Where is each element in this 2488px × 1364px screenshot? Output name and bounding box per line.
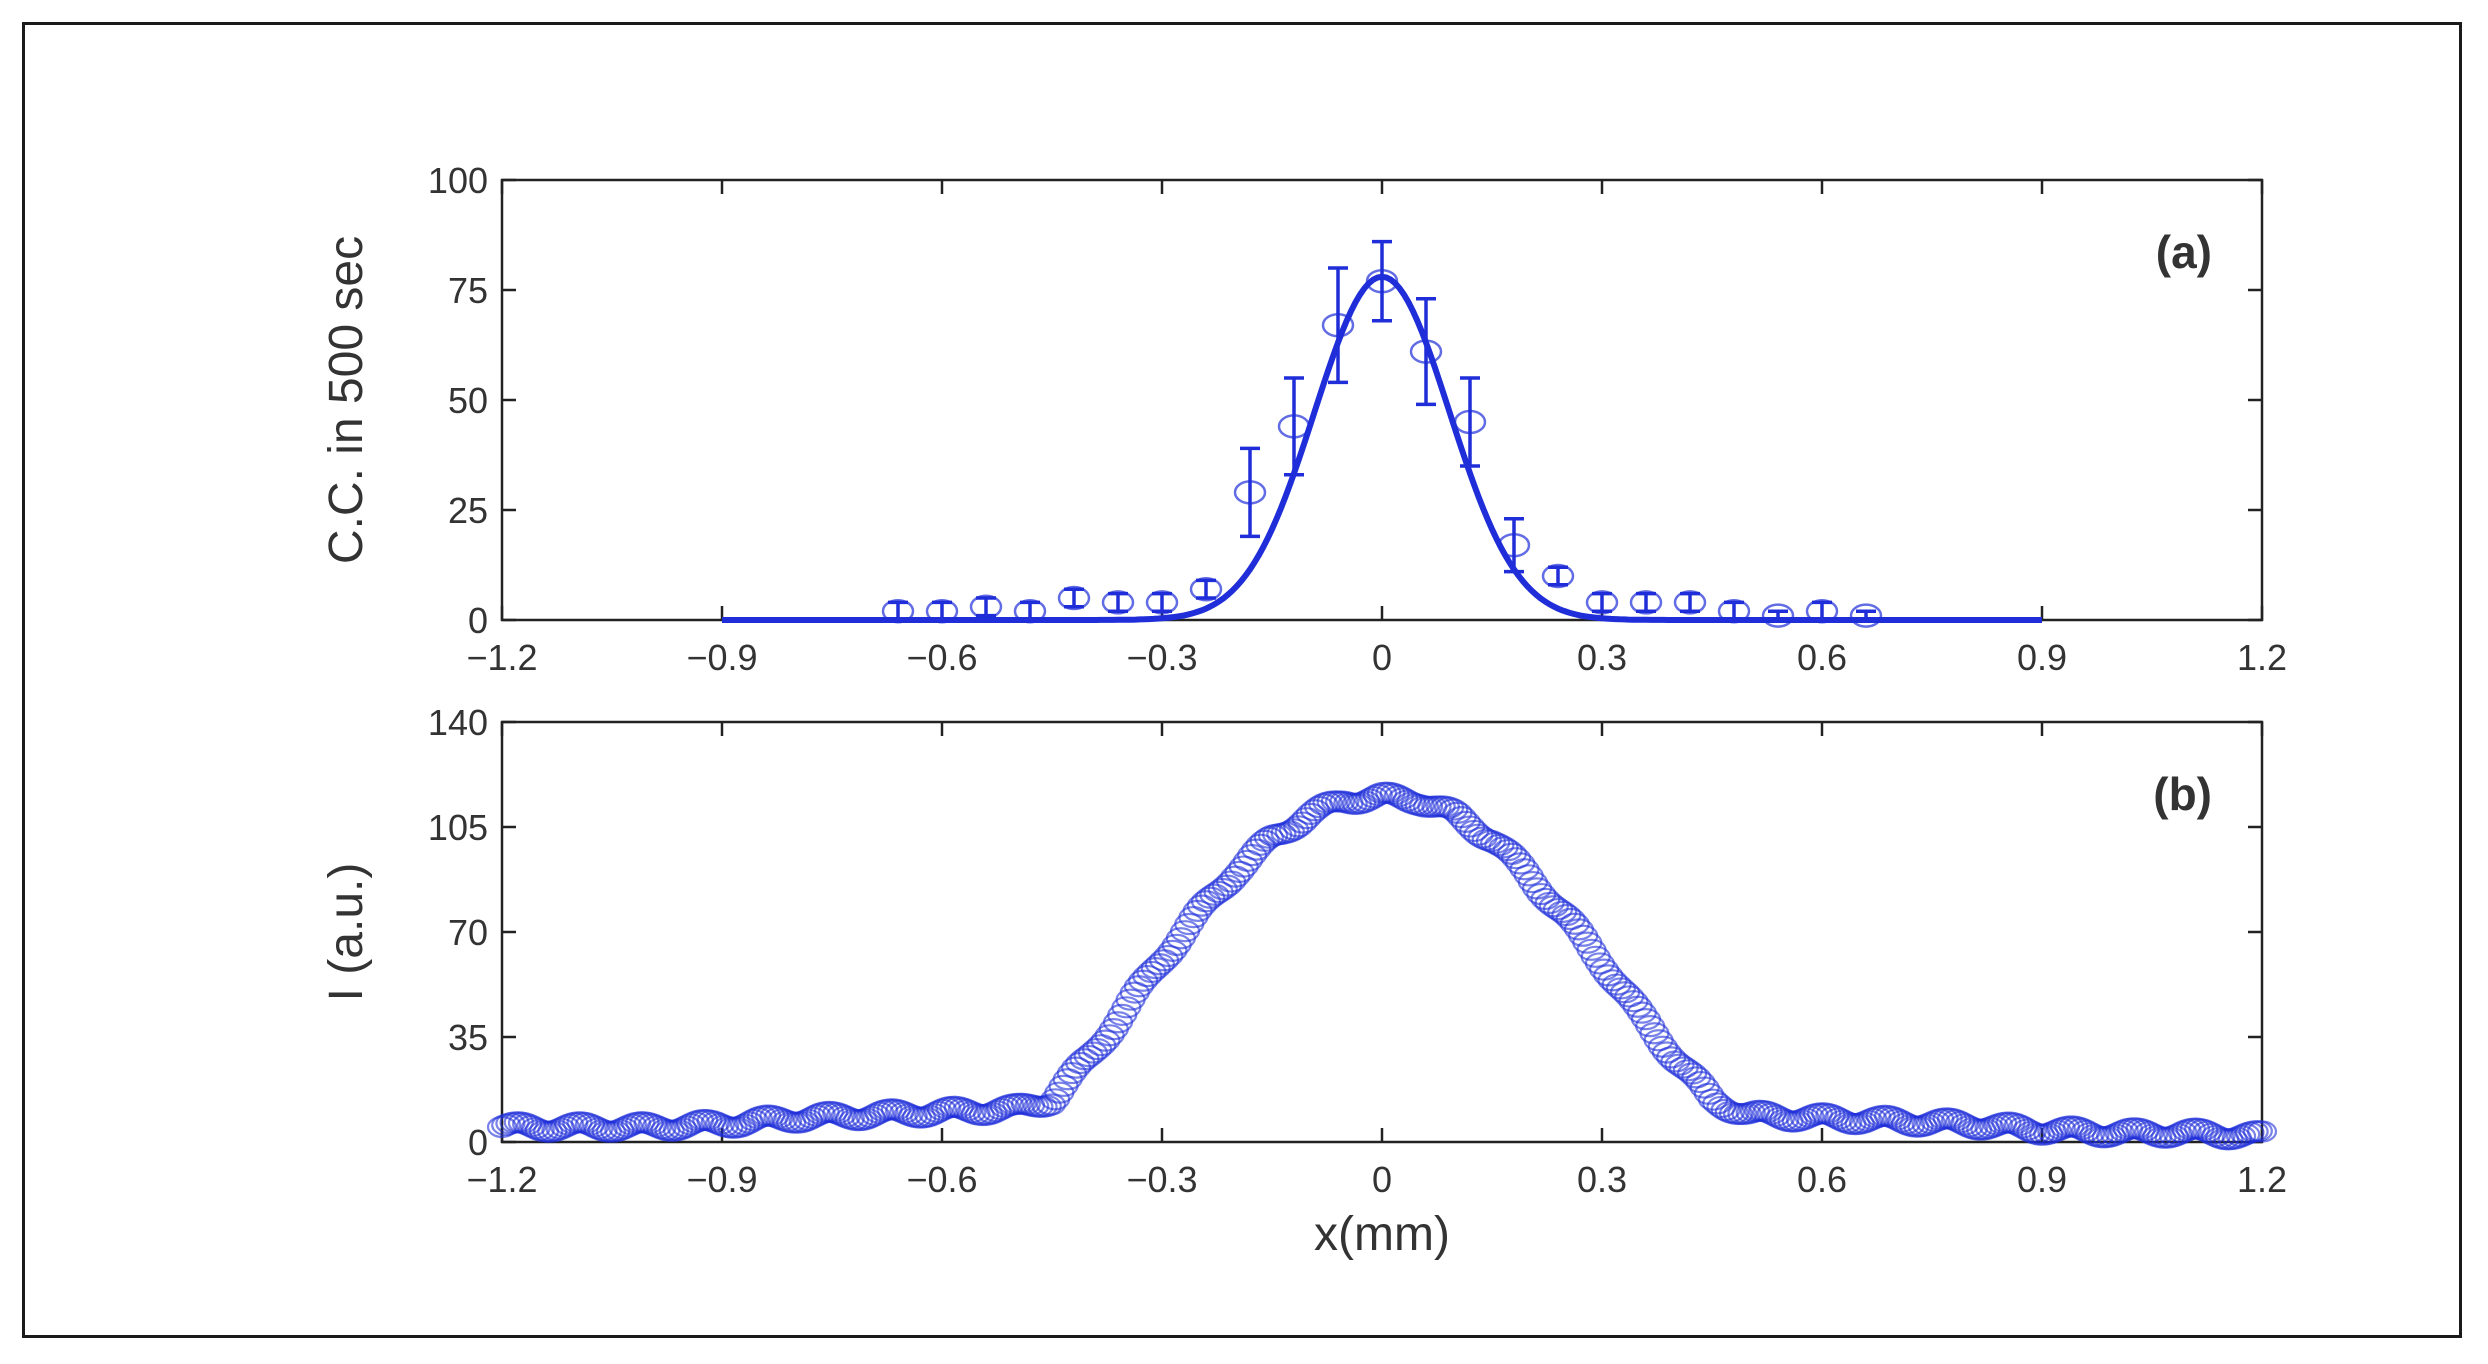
y-tick-label: 70 bbox=[448, 912, 488, 953]
data-point bbox=[1101, 590, 1135, 615]
panel-b: −1.2 −0.9 −0.6 −0.3 0 0.3 0.6 0.9 1.2 0 35 70 105 140… bbox=[320, 702, 2287, 1261]
y-tick-label: 105 bbox=[428, 807, 488, 848]
data-point bbox=[1090, 1029, 1121, 1052]
data-point bbox=[1618, 990, 1649, 1013]
data-point bbox=[1673, 590, 1707, 615]
data-point bbox=[1849, 603, 1883, 628]
data-point bbox=[1497, 532, 1531, 558]
y-tick-label: 35 bbox=[448, 1017, 488, 1058]
x-axis-title: x(mm) bbox=[1314, 1208, 1450, 1261]
data-point bbox=[1233, 480, 1267, 505]
data-point bbox=[925, 598, 959, 624]
panel-label: (b) bbox=[2153, 768, 2212, 820]
data-point bbox=[2246, 1120, 2278, 1143]
data-point bbox=[1547, 900, 1578, 924]
y-tick-label: 0 bbox=[468, 600, 488, 641]
x-tick-label: 0.9 bbox=[2017, 1159, 2067, 1200]
data-point bbox=[1601, 973, 1632, 996]
data-point bbox=[1277, 414, 1311, 439]
data-point bbox=[1559, 912, 1590, 935]
x-tick-label: 0.3 bbox=[1577, 1159, 1627, 1200]
data-point bbox=[1195, 886, 1226, 909]
x-tick-label: −0.6 bbox=[906, 1159, 977, 1200]
x-tick-label: 0.6 bbox=[1797, 1159, 1847, 1200]
data-point bbox=[1409, 339, 1443, 364]
y-tick-label: 75 bbox=[448, 270, 488, 311]
panel-label: (a) bbox=[2156, 226, 2212, 278]
data-point bbox=[1672, 1059, 1704, 1082]
y-axis-title: C.C. in 500 sec bbox=[320, 236, 373, 564]
x-tick-label: 0 bbox=[1372, 1159, 1392, 1200]
data-point bbox=[969, 594, 1003, 620]
data-point bbox=[1136, 960, 1167, 984]
x-tick-label: 0.3 bbox=[1577, 637, 1627, 678]
x-tick-label: −0.9 bbox=[686, 637, 757, 678]
y-tick-label: 50 bbox=[448, 380, 488, 421]
x-tick-label: −0.3 bbox=[1126, 1159, 1197, 1200]
x-tick-label: 0.9 bbox=[2017, 637, 2067, 678]
data-point bbox=[1145, 590, 1179, 615]
x-tick-label: −1.2 bbox=[466, 637, 537, 678]
fit-curve bbox=[722, 273, 2042, 623]
data-point bbox=[1291, 807, 1322, 830]
data-point bbox=[1585, 590, 1619, 615]
data-point bbox=[1629, 590, 1663, 615]
data-point bbox=[1453, 409, 1487, 435]
y-tick-label: 140 bbox=[428, 702, 488, 743]
data-point bbox=[1153, 944, 1184, 968]
y-tick-label: 100 bbox=[428, 160, 488, 201]
data-point bbox=[1278, 818, 1310, 841]
data-point bbox=[1500, 847, 1532, 870]
x-tick-label: −0.3 bbox=[1126, 637, 1197, 678]
data-point bbox=[1484, 833, 1515, 857]
data-point bbox=[1365, 268, 1399, 294]
data-point bbox=[1013, 598, 1047, 624]
data-point bbox=[1228, 855, 1259, 878]
data-point bbox=[1321, 312, 1355, 338]
y-tick-label: 25 bbox=[448, 490, 488, 531]
x-tick-label: 1.2 bbox=[2237, 637, 2287, 678]
data-point bbox=[1541, 563, 1575, 589]
data-point bbox=[1717, 598, 1751, 624]
x-tick-label: −0.6 bbox=[906, 637, 977, 678]
data-point bbox=[1035, 1093, 1067, 1116]
x-tick-label: −1.2 bbox=[466, 1159, 537, 1200]
data-point bbox=[1224, 860, 1255, 884]
data-point bbox=[881, 598, 915, 624]
data-point bbox=[1660, 1050, 1691, 1073]
data-point bbox=[1805, 598, 1839, 624]
panel-a: −1.2 −0.9 −0.6 −0.3 0 0.3 0.6 0.9 1.2 0 25 50 75 100 C… bbox=[320, 160, 2287, 678]
x-tick-label: 0.6 bbox=[1797, 637, 1847, 678]
data-point bbox=[1077, 1041, 1108, 1064]
data-point bbox=[1189, 576, 1223, 602]
y-axis-title: I (a.u.) bbox=[320, 863, 373, 1002]
data-point bbox=[1132, 964, 1163, 988]
x-tick-label: 1.2 bbox=[2237, 1159, 2287, 1200]
x-tick-label: −0.9 bbox=[686, 1159, 757, 1200]
data-point bbox=[1685, 1070, 1716, 1094]
y-tick-label: 0 bbox=[468, 1122, 488, 1163]
x-tick-label: 0 bbox=[1372, 637, 1392, 678]
data-point bbox=[1761, 603, 1795, 628]
data-point bbox=[1538, 895, 1569, 918]
data-point bbox=[1057, 585, 1091, 611]
